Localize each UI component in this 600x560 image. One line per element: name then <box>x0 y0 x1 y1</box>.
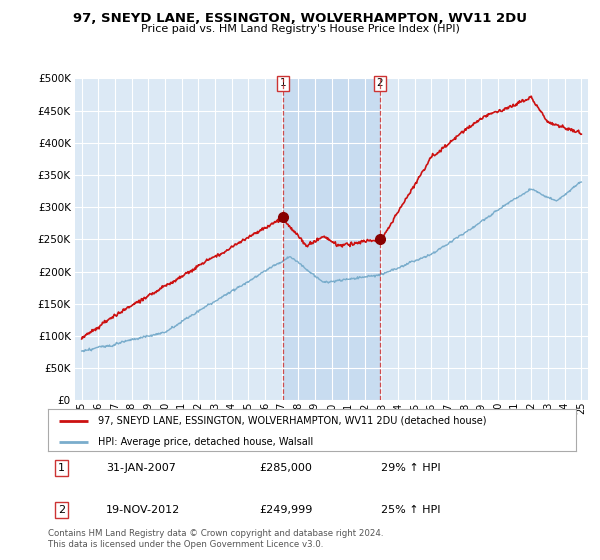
Text: 19-NOV-2012: 19-NOV-2012 <box>106 505 181 515</box>
Text: 97, SNEYD LANE, ESSINGTON, WOLVERHAMPTON, WV11 2DU (detached house): 97, SNEYD LANE, ESSINGTON, WOLVERHAMPTON… <box>98 416 487 426</box>
Text: 29% ↑ HPI: 29% ↑ HPI <box>380 463 440 473</box>
Bar <box>283 78 380 400</box>
Text: 97, SNEYD LANE, ESSINGTON, WOLVERHAMPTON, WV11 2DU: 97, SNEYD LANE, ESSINGTON, WOLVERHAMPTON… <box>73 12 527 25</box>
Text: 2: 2 <box>58 505 65 515</box>
Text: £285,000: £285,000 <box>259 463 312 473</box>
Text: 25% ↑ HPI: 25% ↑ HPI <box>380 505 440 515</box>
Text: Price paid vs. HM Land Registry's House Price Index (HPI): Price paid vs. HM Land Registry's House … <box>140 24 460 34</box>
Text: Contains HM Land Registry data © Crown copyright and database right 2024.
This d: Contains HM Land Registry data © Crown c… <box>48 529 383 549</box>
Text: 31-JAN-2007: 31-JAN-2007 <box>106 463 176 473</box>
Text: 1: 1 <box>280 78 286 88</box>
Text: 1: 1 <box>58 463 65 473</box>
Text: HPI: Average price, detached house, Walsall: HPI: Average price, detached house, Wals… <box>98 437 313 446</box>
Text: 2: 2 <box>376 78 383 88</box>
Text: £249,999: £249,999 <box>259 505 313 515</box>
